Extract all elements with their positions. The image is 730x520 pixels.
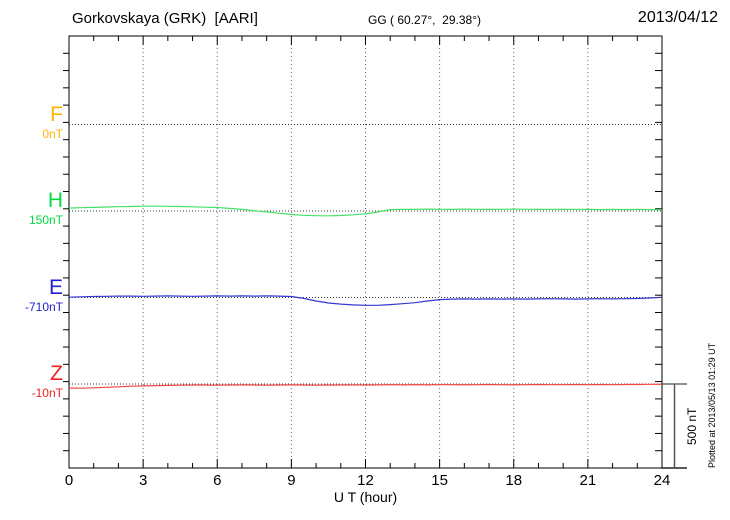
trace-letter-F: F	[50, 102, 63, 126]
observatory-title: Gorkovskaya (GRK) [AARI]	[72, 10, 258, 27]
x-tick-label: 12	[357, 472, 374, 489]
trace-letter-Z: Z	[50, 362, 63, 385]
trace-baseline-value-H: 150nT	[28, 213, 63, 227]
x-tick-label: 21	[579, 472, 597, 489]
trace-baseline-value-E: -710nT	[24, 299, 63, 314]
trace-E	[68, 295, 663, 306]
trace-baseline-value-F: 0nT	[42, 126, 63, 141]
scale-bar-label: 500 nT	[685, 407, 699, 445]
trace-letter-H: H	[47, 189, 63, 212]
x-tick-label: 6	[213, 472, 222, 489]
trace-baseline-value-Z: -10nT	[31, 386, 63, 400]
x-tick-label: 0	[64, 472, 74, 489]
trace-label-F: F 0nT	[1, 104, 63, 140]
geographic-coordinates: GG ( 60.27°, 29.38°)	[368, 13, 481, 27]
plotted-at-note: Plotted at 2013/05/13 01:29 UT	[707, 342, 717, 468]
x-tick-label: 3	[138, 472, 148, 489]
trace-H	[68, 205, 663, 217]
plot-date: 2013/04/12	[637, 9, 718, 26]
x-tick-label: 24	[653, 472, 671, 489]
trace-label-H: H 150nT	[1, 190, 63, 226]
x-axis-title: U T (hour)	[333, 489, 398, 505]
x-tick-label: 9	[287, 472, 296, 489]
trace-label-Z: Z -10nT	[1, 363, 63, 399]
trace-Z	[68, 383, 662, 389]
x-tick-label: 18	[505, 472, 523, 489]
trace-label-E: E -710nT	[1, 277, 63, 313]
x-tick-label: 15	[431, 472, 448, 489]
trace-letter-E: E	[48, 275, 63, 299]
